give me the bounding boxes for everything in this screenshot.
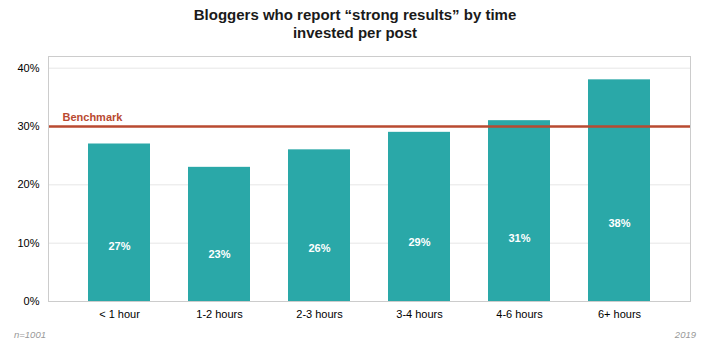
svg-text:0%: 0% <box>24 295 40 307</box>
svg-text:20%: 20% <box>17 178 39 190</box>
svg-text:30%: 30% <box>17 120 39 132</box>
svg-text:< 1 hour: < 1 hour <box>99 308 140 320</box>
svg-text:3-4 hours: 3-4 hours <box>396 308 443 320</box>
svg-text:29%: 29% <box>408 236 430 248</box>
svg-text:27%: 27% <box>108 240 130 252</box>
svg-text:23%: 23% <box>208 248 230 260</box>
svg-text:1-2 hours: 1-2 hours <box>196 308 243 320</box>
html-text:n=1001: n=1001 <box>14 329 46 340</box>
html-text:Bloggers who report “strong re: Bloggers who report “strong results” by … <box>193 6 517 41</box>
svg-text:10%: 10% <box>17 237 39 249</box>
svg-text:6+ hours: 6+ hours <box>598 308 642 320</box>
svg-text:31%: 31% <box>508 232 530 244</box>
html-text:2019: 2019 <box>674 329 696 340</box>
svg-text:Benchmark: Benchmark <box>63 111 124 123</box>
svg-text:40%: 40% <box>17 62 39 74</box>
svg-text:38%: 38% <box>608 217 630 229</box>
svg-text:2-3 hours: 2-3 hours <box>296 308 343 320</box>
svg-text:4-6 hours: 4-6 hours <box>496 308 543 320</box>
svg-text:26%: 26% <box>308 242 330 254</box>
